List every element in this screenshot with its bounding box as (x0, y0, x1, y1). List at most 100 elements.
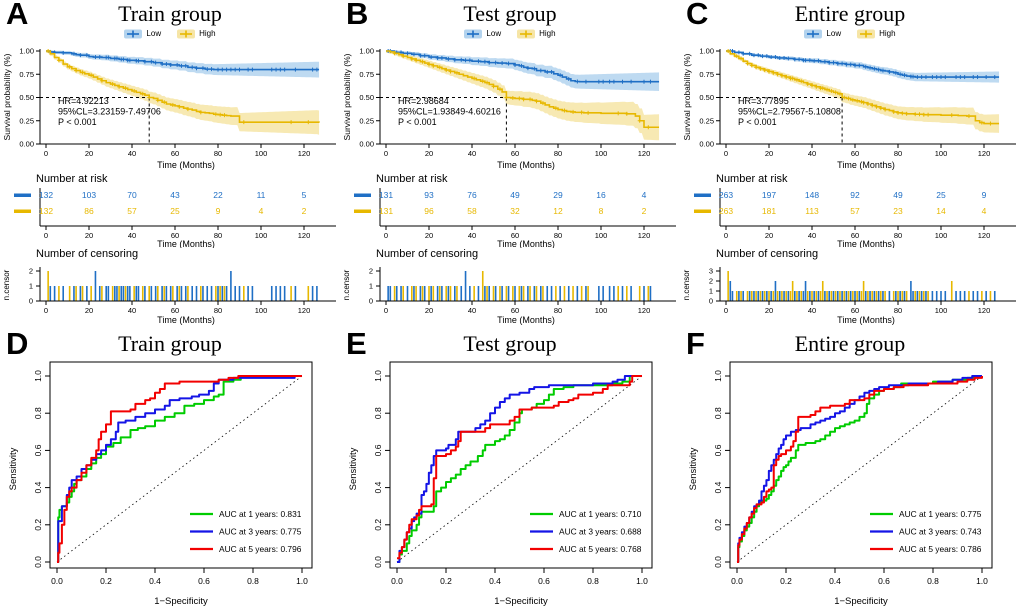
stats-annotation: P < 0.001 (58, 117, 97, 127)
risk-count: 2 (642, 206, 647, 216)
censor-bar (602, 286, 604, 301)
x-tick-label: 120 (978, 231, 991, 240)
x-tick-label: 0.2 (100, 576, 112, 586)
censor-bar (311, 286, 314, 301)
x-axis-label: Time (Months) (837, 160, 895, 170)
y-axis-label: n.censor (2, 269, 11, 300)
censor-bar (172, 286, 174, 301)
risk-count: 263 (719, 206, 733, 216)
y-tick-label: 0.50 (699, 93, 714, 102)
censor-bar (520, 286, 523, 301)
censor-bar (931, 291, 934, 301)
risk-count: 9 (982, 190, 987, 200)
x-tick-label: 0 (724, 149, 728, 158)
plus-marker-icon (804, 29, 823, 38)
censor-bar (428, 286, 430, 301)
y-tick-label: 1.00 (19, 47, 34, 56)
censor-bar (94, 271, 97, 301)
risk-count: 32 (510, 206, 520, 216)
plus-marker-icon (124, 29, 143, 38)
censor-bar (529, 286, 531, 301)
y-tick-label: 3 (709, 267, 713, 276)
y-tick-label: 0 (369, 297, 373, 306)
censor-bar (421, 286, 424, 301)
legend-marker-high (857, 29, 876, 39)
censor-bar (918, 291, 921, 301)
censor-bar (759, 291, 762, 301)
censor-bar (247, 286, 249, 301)
y-tick-label: 0.4 (713, 481, 723, 493)
risk-count: 86 (84, 206, 94, 216)
censor-bar (494, 286, 497, 301)
x-axis-label: 1−Specificity (834, 596, 888, 607)
censor-bar (512, 286, 514, 301)
x-tick-label: 60 (511, 306, 519, 315)
censor-bar (223, 286, 226, 301)
censor-bar (393, 286, 396, 301)
censor-bar (49, 286, 52, 301)
censor-bar (875, 291, 878, 301)
censor-bar (514, 286, 516, 301)
censor-bar (989, 291, 992, 301)
censor-bar (527, 286, 529, 301)
x-tick-label: 20 (85, 149, 93, 158)
censor-bar (783, 291, 785, 301)
risk-count: 57 (127, 206, 137, 216)
risk-count: 29 (553, 190, 563, 200)
censor-bar (587, 286, 589, 301)
x-axis-label: Time (Months) (497, 315, 555, 325)
legend-label-low: Low (486, 29, 502, 38)
censor-bar (880, 291, 882, 301)
y-tick-label: 0.6 (33, 444, 43, 456)
censor-bar (195, 286, 198, 301)
censor-bar (892, 291, 895, 301)
roc-curve-3 (57, 375, 302, 563)
panel-title: Entire group (794, 331, 906, 356)
y-tick-label: 0.8 (713, 407, 723, 419)
censor-bar (86, 286, 88, 301)
stats-annotation: HR=3.77895 (738, 96, 789, 106)
censor-bar (873, 291, 876, 301)
y-tick-label: 0.6 (713, 444, 723, 456)
roc-curve-1 (397, 375, 642, 563)
censor-bar (914, 291, 916, 301)
censor-bar (219, 286, 221, 301)
censor-bar (832, 291, 835, 301)
y-tick-label: 0.0 (713, 556, 723, 568)
censor-bar (90, 286, 92, 301)
legend-label-low: Low (146, 29, 162, 38)
censor-bar (796, 291, 798, 301)
censor-bar (400, 286, 402, 301)
y-axis-label: Survival probability (%) (2, 53, 12, 140)
censor-bar (821, 281, 824, 301)
x-tick-label: 100 (935, 306, 948, 315)
y-tick-label: 0.25 (19, 116, 34, 125)
x-tick-label: 40 (128, 306, 136, 315)
censor-bar (430, 286, 432, 301)
censor-bar (647, 286, 650, 301)
censor-bar (920, 291, 923, 301)
censor-bar (62, 286, 64, 301)
censor-bar (438, 286, 441, 301)
y-axis-label: Survival probability (%) (342, 53, 352, 140)
risk-table-title: Number at risk (376, 173, 448, 185)
risk-count: 4 (259, 206, 264, 216)
censor-bar (862, 281, 865, 301)
x-tick-label: 100 (595, 306, 608, 315)
censor-bar (79, 286, 82, 301)
censor-bar (860, 291, 863, 301)
x-tick-label: 120 (978, 306, 991, 315)
stats-annotation: 95%CL=1.93849-4.60216 (398, 107, 501, 117)
risk-count: 132 (39, 190, 53, 200)
censor-bar (120, 286, 123, 301)
censor-bar (191, 286, 193, 301)
censor-bar (761, 291, 764, 301)
x-tick-label: 0.6 (538, 576, 550, 586)
legend-item-high: High (857, 29, 896, 39)
censor-bar (837, 291, 839, 301)
censor-bar (126, 286, 129, 301)
km-curve-low (386, 50, 660, 83)
censor-bar (864, 291, 867, 301)
censor-bar (959, 291, 962, 301)
